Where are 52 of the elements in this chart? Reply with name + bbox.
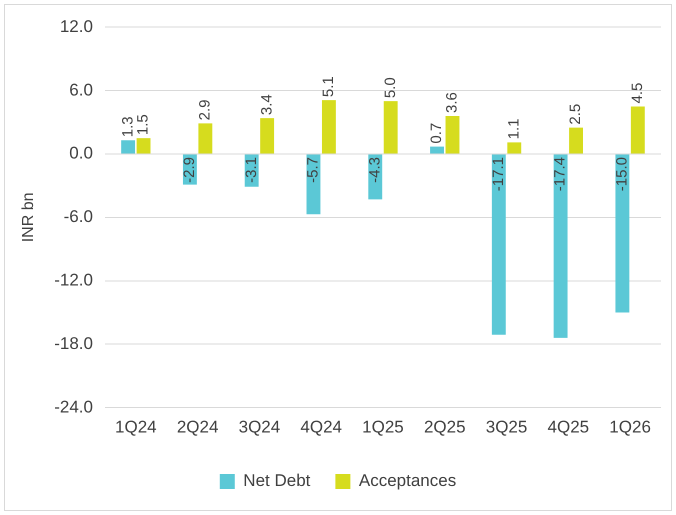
data-label: 1.3 <box>119 116 136 138</box>
y-tick-label: 12.0 <box>60 16 93 36</box>
data-label: -2.9 <box>181 157 198 183</box>
x-tick-label: 1Q26 <box>609 417 651 436</box>
legend-label: Acceptances <box>358 471 456 490</box>
data-label: 2.9 <box>196 99 214 120</box>
bar <box>384 101 398 154</box>
bar <box>446 116 460 154</box>
data-label: 3.4 <box>258 94 276 116</box>
bar <box>615 154 630 312</box>
data-label: -17.4 <box>552 157 569 192</box>
data-label: 0.7 <box>428 122 446 144</box>
bar <box>198 123 212 154</box>
y-tick-label: -18.0 <box>54 334 93 353</box>
y-tick-label: -24.0 <box>54 397 93 416</box>
bar <box>136 138 151 154</box>
data-label: 3.6 <box>444 92 461 113</box>
bar <box>492 154 506 335</box>
bar <box>121 140 136 154</box>
y-tick-label: 0.0 <box>69 144 93 163</box>
bar <box>306 154 320 214</box>
data-label: -3.1 <box>242 157 260 183</box>
bar <box>260 118 274 154</box>
x-tick-label: 4Q24 <box>300 417 342 436</box>
data-label: 4.5 <box>628 82 646 104</box>
data-label: 1.5 <box>134 114 152 136</box>
y-tick-label: -12.0 <box>54 270 93 290</box>
data-label: -4.3 <box>366 157 384 183</box>
bar <box>507 142 522 154</box>
y-axis-title: INR bn <box>20 192 38 242</box>
data-label: 2.5 <box>567 104 584 125</box>
x-tick-label: 4Q25 <box>548 417 590 436</box>
data-label: -17.1 <box>490 157 507 192</box>
data-label: -15.0 <box>614 157 631 192</box>
x-tick-label: 2Q24 <box>176 417 218 436</box>
bar <box>569 128 583 154</box>
y-tick-label: 6.0 <box>69 80 93 100</box>
x-tick-label: 3Q24 <box>238 417 280 436</box>
bar <box>554 154 568 338</box>
data-label: -5.7 <box>304 157 322 183</box>
y-tick-label: -6.0 <box>64 207 93 226</box>
bar <box>430 146 444 154</box>
data-label: 5.0 <box>382 77 399 98</box>
bar <box>322 100 336 154</box>
x-tick-label: 1Q25 <box>362 417 404 436</box>
legend-label: Net Debt <box>243 471 311 490</box>
x-tick-label: 1Q24 <box>115 417 157 436</box>
data-label: 1.1 <box>505 118 522 140</box>
bar <box>630 106 645 154</box>
data-label: 5.1 <box>320 76 338 98</box>
x-tick-label: 3Q25 <box>486 417 528 436</box>
x-tick-label: 2Q25 <box>424 417 466 436</box>
